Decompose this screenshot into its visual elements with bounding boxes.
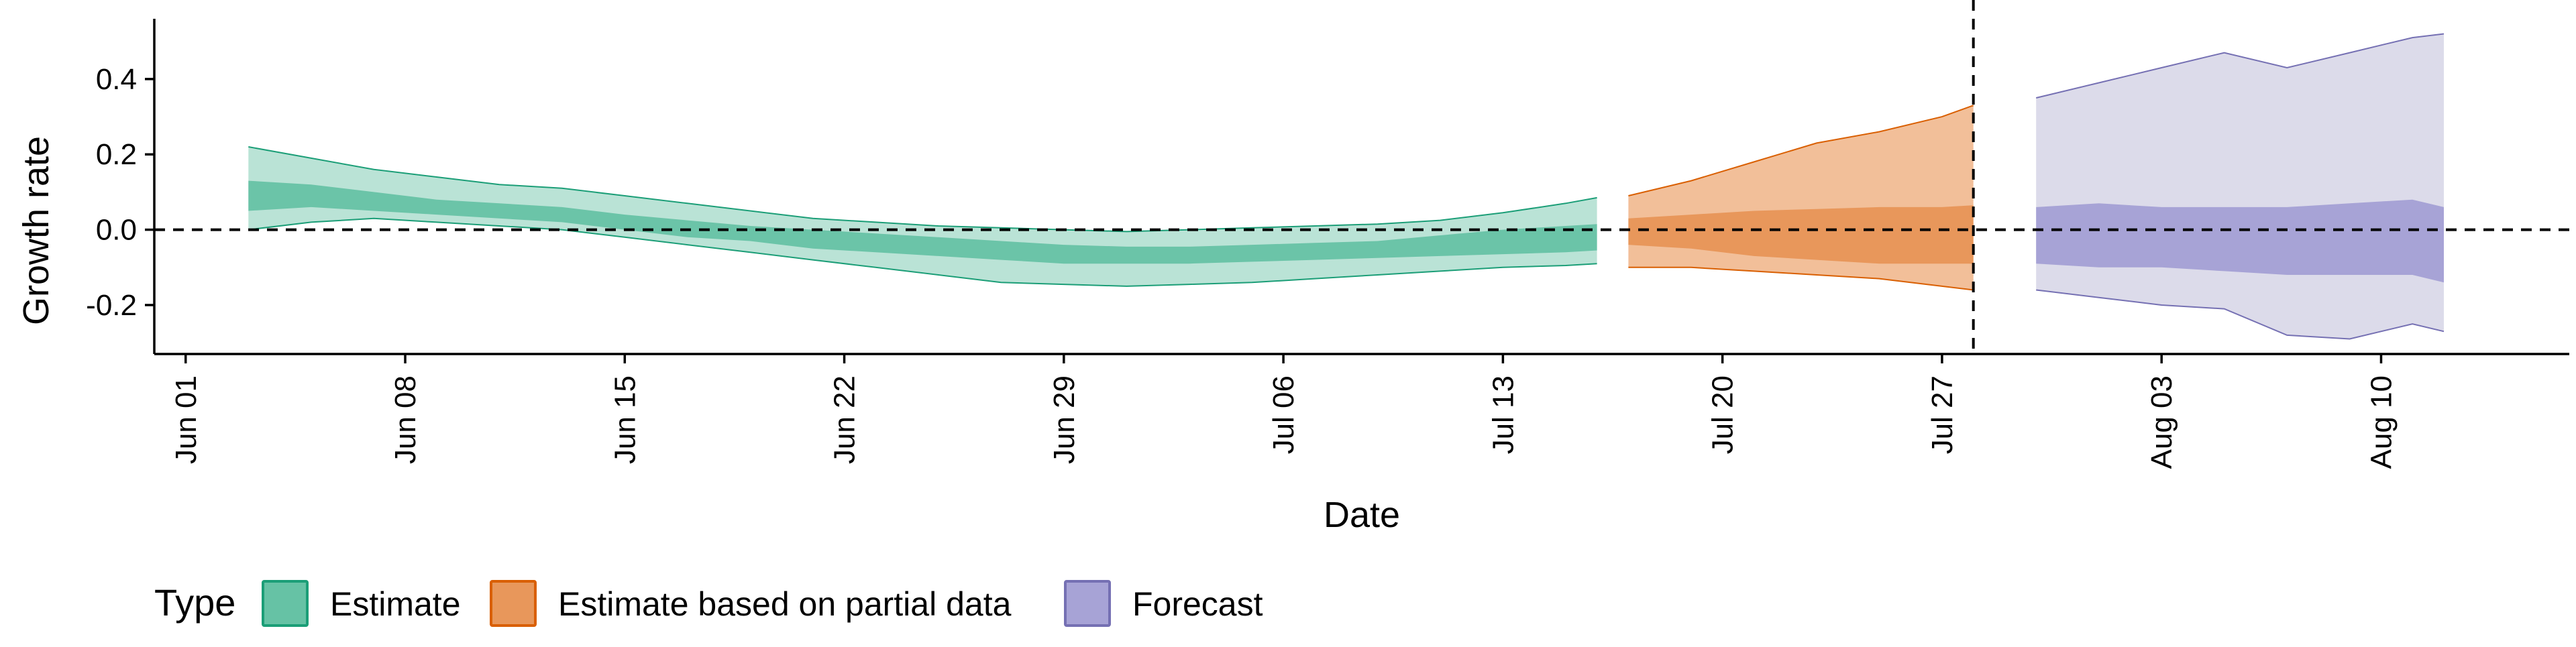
x-tick-label: Jul 27 [1926,375,1959,454]
legend-swatch-forecast [1064,580,1111,627]
bands-layer [248,33,2445,340]
reference-lines [154,0,2569,354]
y-tick-label: -0.2 [86,289,137,322]
band-outer-forecast [2036,34,2444,339]
x-tick-label: Jul 06 [1267,375,1300,454]
axes [153,19,2569,355]
legend: Type Estimate Estimate based on partial … [154,580,1263,627]
x-tick-label: Jul 20 [1707,375,1739,454]
y-tick-label: 0.2 [96,138,137,171]
legend-title: Type [154,581,235,624]
y-axis-title: Growth rate [16,136,56,325]
band-lower-edge-forecast [2036,289,2445,340]
band-upper-edge-forecast [2035,33,2445,99]
legend-label-partial: Estimate based on partial data [558,585,1012,623]
band-inner-estimate-based-on-partial-data [1628,205,1974,264]
band-lower-edge-estimate-based-on-partial-data [1628,266,1974,291]
x-axis-title: Date [1324,495,1400,535]
legend-label-forecast: Forecast [1132,585,1263,623]
tick-labels: -0.2 0.0 0.2 0.4 Jun 01 Jun 08 Jun 15 Jun 22 Jun… [86,63,2398,469]
legend-swatch-estimate [262,580,309,627]
x-tick-label: Aug 10 [2365,375,2398,469]
x-tick-label: Jun 22 [828,375,861,464]
x-tick-label: Jun 29 [1048,375,1081,464]
band-outer-estimate [248,147,1597,286]
x-tick-label: Jun 08 [389,375,422,464]
band-inner-forecast [2036,199,2444,283]
band-inner-estimate [248,180,1597,264]
y-tick-label: 0.4 [96,63,137,96]
y-tick-label: 0.0 [96,214,137,247]
x-tick-label: Jul 13 [1487,375,1519,454]
legend-label-estimate: Estimate [330,585,461,623]
band-upper-edge-estimate-based-on-partial-data [1628,105,1974,196]
x-tick-label: Aug 03 [2145,375,2178,469]
legend-swatch-partial [490,580,537,627]
x-tick-label: Jun 01 [170,375,203,464]
x-tick-label: Jun 15 [608,375,641,464]
band-lower-edge-estimate [248,217,1597,287]
band-upper-edge-estimate [248,146,1597,233]
